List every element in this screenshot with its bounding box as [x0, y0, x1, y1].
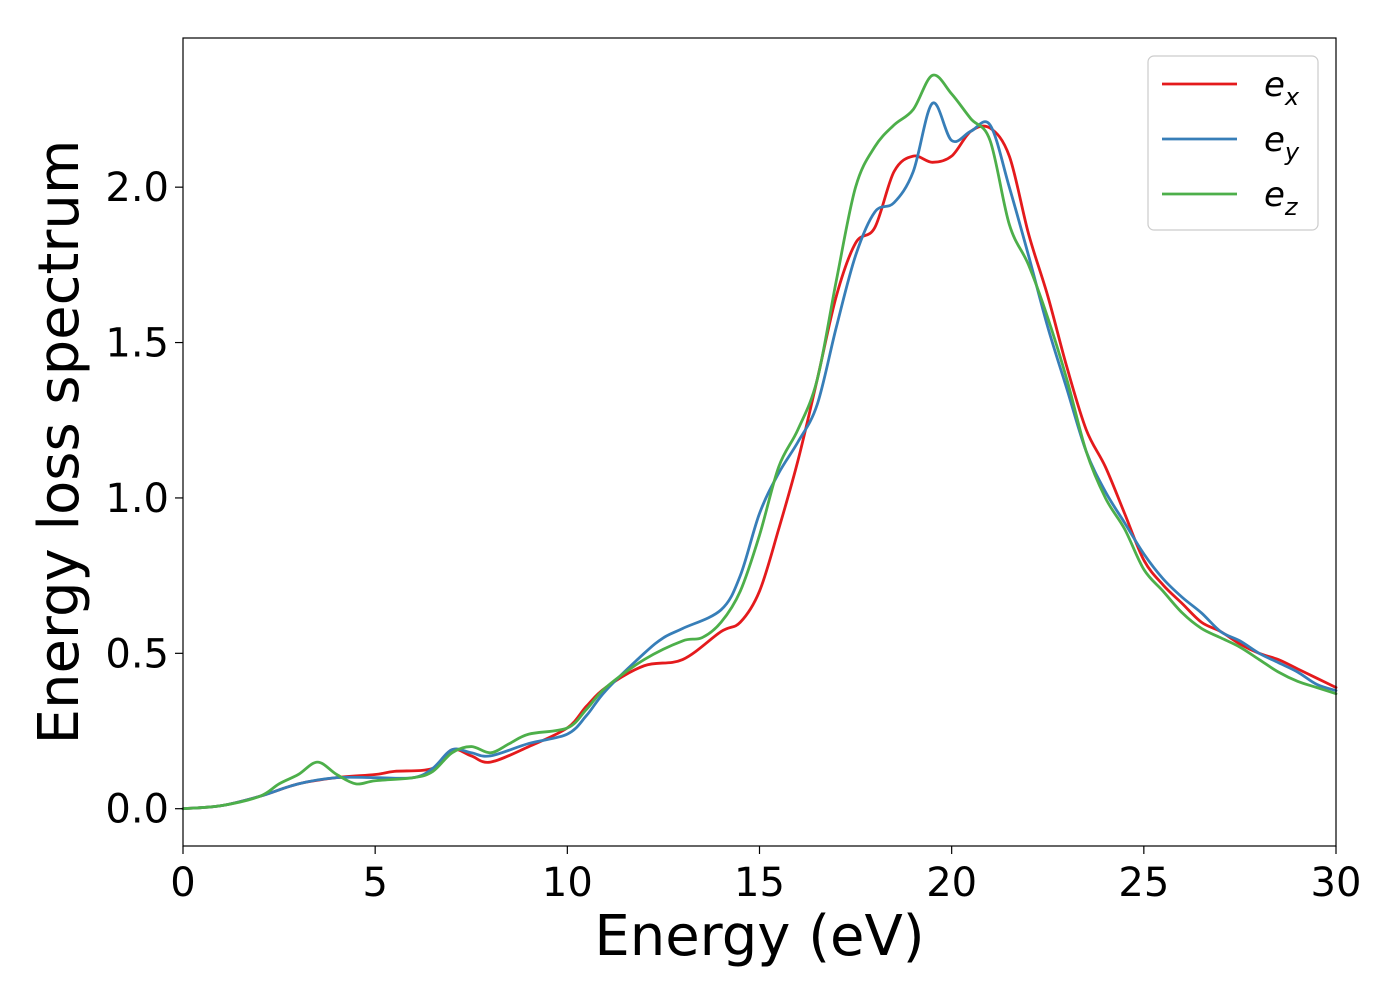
y-tick-label: 1.5: [105, 321, 169, 367]
legend-label-x: ex: [1264, 65, 1300, 111]
y-tick-label: 0.0: [105, 787, 169, 833]
y-tick-label: 0.5: [105, 631, 169, 677]
legend-box: [1147, 55, 1319, 231]
y-tick-label: 1.0: [105, 476, 169, 522]
series-layer: [181, 73, 1338, 811]
x-tick-label: 30: [1311, 860, 1362, 906]
x-axis-ticks: 0 5 10 15 20 25 30: [170, 846, 1361, 906]
y-axis-title: Energy loss spectrum: [27, 140, 92, 745]
y-axis-ticks: 0.0 0.5 1.0 1.5 2.0: [105, 165, 183, 833]
series-line-y: [181, 101, 1338, 811]
x-tick-label: 10: [542, 860, 593, 906]
series-line-z: [181, 73, 1338, 811]
x-axis-title: Energy (eV): [594, 904, 924, 969]
x-tick-label: 25: [1118, 860, 1169, 906]
x-tick-label: 20: [926, 860, 977, 906]
legend-label-y: ey: [1264, 120, 1300, 166]
x-tick-label: 15: [734, 860, 785, 906]
y-tick-label: 2.0: [105, 165, 169, 211]
x-tick-label: 0: [170, 860, 195, 906]
x-tick-label: 5: [362, 860, 387, 906]
